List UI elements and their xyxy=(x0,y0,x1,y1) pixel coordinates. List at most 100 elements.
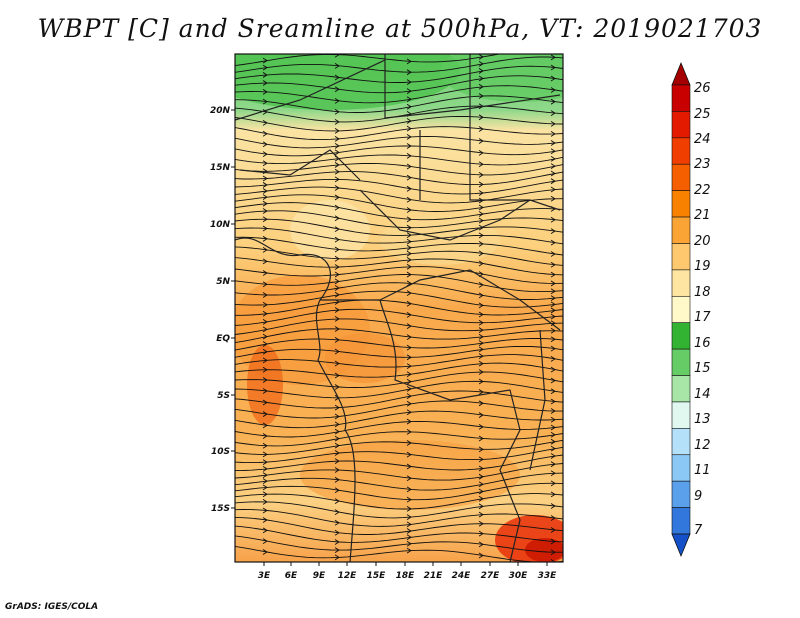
colorbar-min-arrow xyxy=(671,533,691,558)
streamline-arrow xyxy=(262,399,268,406)
streamline xyxy=(235,299,563,316)
streamline xyxy=(235,446,563,464)
streamline xyxy=(235,509,563,527)
streamline-arrow xyxy=(262,498,268,505)
streamline-arrow xyxy=(334,307,340,313)
streamline-arrow xyxy=(262,235,268,242)
streamline-arrow xyxy=(478,389,484,395)
streamline-arrow xyxy=(406,196,412,203)
streamline-arrow xyxy=(478,488,484,495)
streamline xyxy=(235,163,563,176)
streamline-arrow xyxy=(406,363,412,370)
streamline xyxy=(235,266,563,284)
streamline-arrow xyxy=(406,232,412,238)
streamline-arrow xyxy=(406,143,412,149)
streamline-arrow xyxy=(478,83,484,90)
streamline-arrow xyxy=(478,68,484,74)
streamline-arrow xyxy=(334,143,340,149)
streamline-arrow xyxy=(406,371,412,378)
streamline-arrow xyxy=(478,327,484,333)
streamline xyxy=(235,482,563,501)
streamline-arrow xyxy=(334,86,340,93)
streamline-arrow xyxy=(406,547,412,554)
streamline-arrow xyxy=(262,175,268,182)
streamline xyxy=(235,54,503,67)
streamline-arrow xyxy=(478,75,484,82)
colorbar-swatch xyxy=(671,84,691,112)
colorbar-swatch xyxy=(671,111,691,139)
streamline-arrow xyxy=(262,98,268,105)
streamline-arrow xyxy=(406,103,412,110)
streamline-arrow xyxy=(334,54,340,58)
streamline-arrow xyxy=(406,134,412,140)
streamline-arrow xyxy=(262,200,268,207)
streamline-arrow xyxy=(334,316,340,322)
streamline-arrow xyxy=(406,96,412,103)
streamline-arrow xyxy=(334,185,340,191)
streamline-arrow xyxy=(550,98,556,105)
colorbar-swatch xyxy=(671,322,691,350)
streamline-arrow xyxy=(334,435,340,442)
streamline-arrow xyxy=(550,307,556,314)
streamline-arrow xyxy=(406,486,412,493)
streamline-arrow xyxy=(262,341,268,347)
streamline-arrow xyxy=(334,487,340,494)
colorbar-swatch xyxy=(671,480,691,508)
streamline-arrow xyxy=(334,162,340,168)
streamline-arrow xyxy=(262,377,268,383)
streamline-arrow xyxy=(550,461,556,468)
streamline-arrow xyxy=(262,484,268,491)
streamline-arrow xyxy=(550,313,556,320)
streamline xyxy=(235,210,563,229)
streamline-arrow xyxy=(262,64,268,71)
streamline-arrow xyxy=(262,538,268,545)
streamline-arrow xyxy=(334,498,340,505)
streamline-arrow xyxy=(550,121,556,127)
streamline-arrow xyxy=(550,527,556,533)
streamline-arrow xyxy=(406,528,412,534)
streamline xyxy=(235,171,563,186)
streamline-arrow xyxy=(262,141,268,148)
streamline-arrow xyxy=(406,418,412,425)
streamline-arrow xyxy=(551,46,555,51)
streamline-arrow xyxy=(262,451,268,458)
streamline-arrow xyxy=(262,292,268,298)
streamline-arrow xyxy=(262,258,268,265)
streamline-arrow xyxy=(262,527,268,534)
streamline-arrow xyxy=(262,388,268,394)
streamline-arrow xyxy=(478,241,484,247)
streamline-arrow xyxy=(334,168,340,175)
streamline-arrow xyxy=(406,393,412,399)
colorbar-label: 23 xyxy=(694,157,711,172)
streamline-arrow xyxy=(550,559,556,562)
streamline-arrow xyxy=(406,334,412,341)
streamline-arrow xyxy=(406,440,412,446)
streamline-arrow xyxy=(334,326,340,332)
streamline-arrow xyxy=(478,171,484,178)
lon-label: 12E xyxy=(338,571,358,581)
streamline-arrow xyxy=(262,318,268,325)
streamline xyxy=(235,115,563,132)
streamline-arrow xyxy=(406,400,412,407)
streamline-arrow xyxy=(478,400,484,407)
streamline-arrow xyxy=(550,416,556,423)
streamline-arrow xyxy=(550,261,556,268)
streamline-arrow xyxy=(550,408,556,414)
streamline-arrow xyxy=(262,472,268,478)
streamline-arrow xyxy=(262,182,268,188)
streamline-arrow xyxy=(478,217,484,224)
colorbar-label: 19 xyxy=(694,259,711,274)
streamline-arrow xyxy=(478,250,484,257)
streamline-arrow xyxy=(334,176,340,183)
streamline xyxy=(235,136,563,149)
streamline-arrow xyxy=(262,151,268,158)
streamline xyxy=(235,362,563,378)
colorbar-label: 22 xyxy=(694,183,711,198)
streamline-arrow xyxy=(478,282,484,288)
streamline-arrow xyxy=(262,517,268,523)
streamline-arrow xyxy=(334,97,340,104)
streamline xyxy=(235,501,563,519)
colorbar-swatch xyxy=(671,216,691,244)
streamline-arrow xyxy=(406,354,412,361)
streamline-arrow xyxy=(406,250,412,257)
